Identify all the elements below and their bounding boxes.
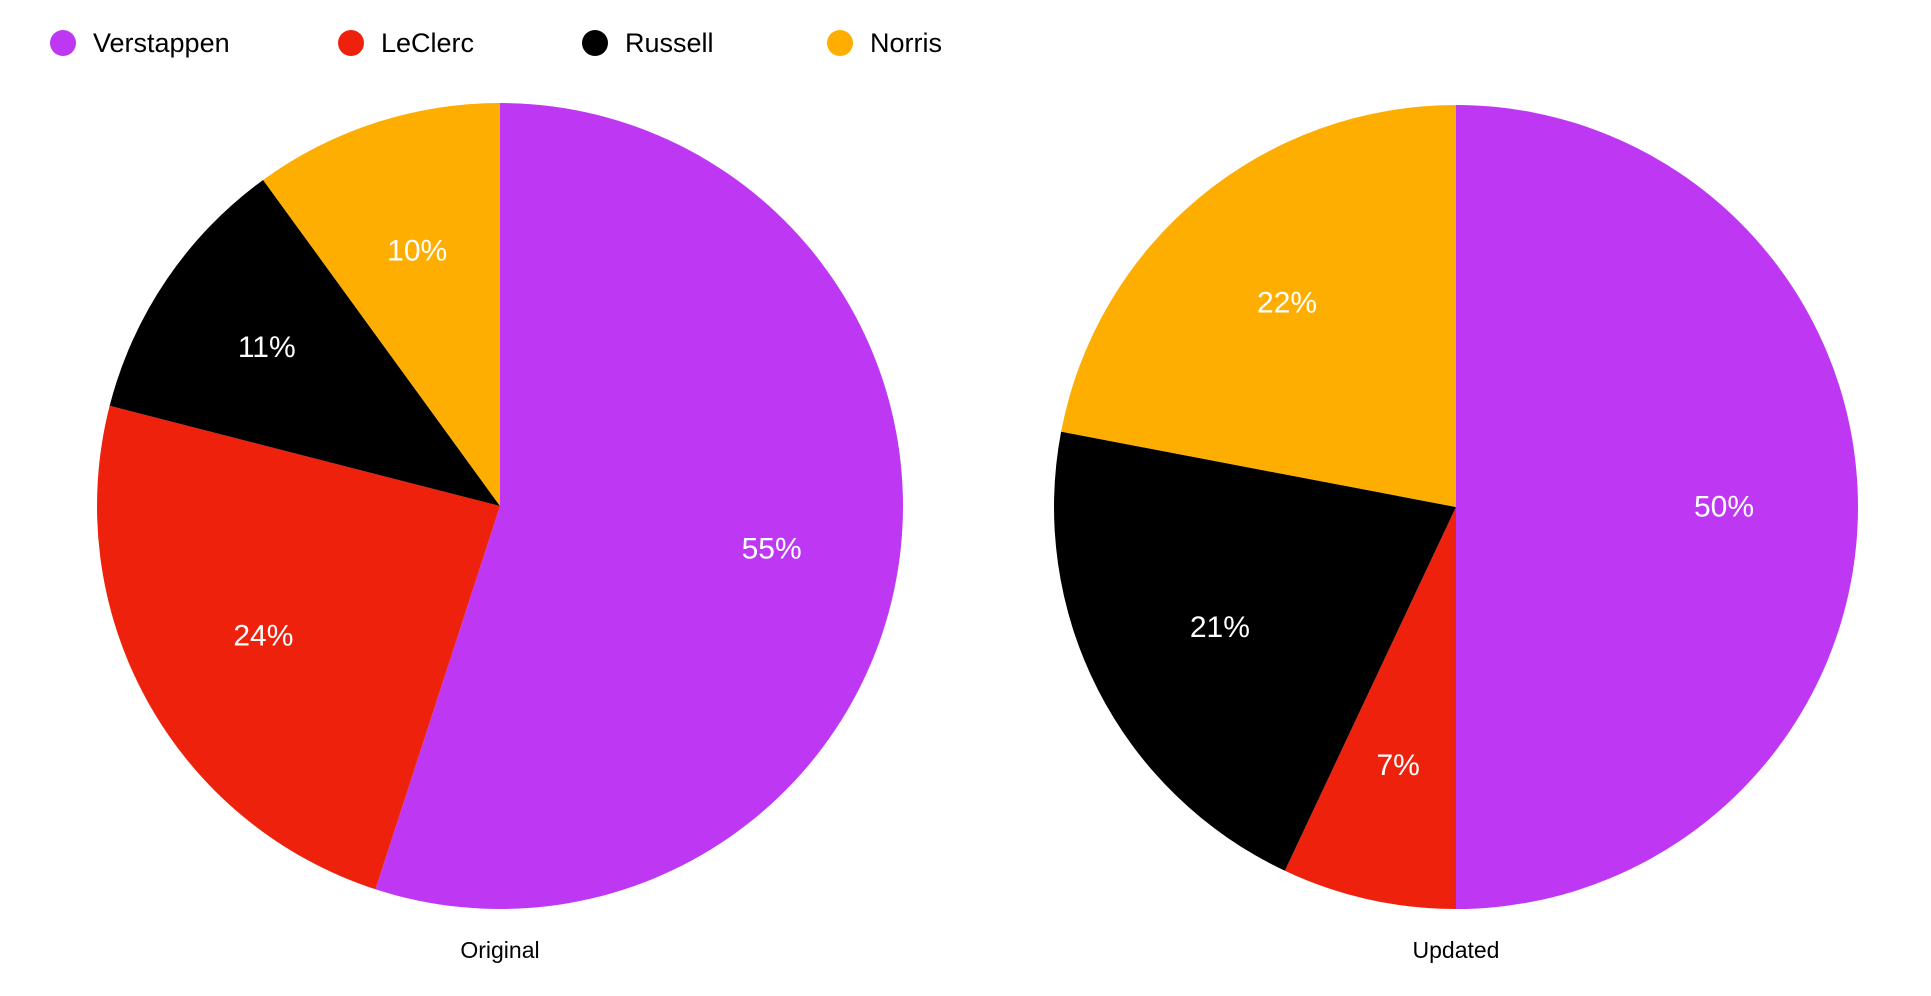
legend-marker-verstappen: [50, 30, 76, 56]
slice-verstappen: [375, 103, 904, 910]
slice-label-russell: 21%: [1190, 611, 1250, 644]
slice-norris: [1061, 105, 1456, 507]
slice-verstappen: [1456, 105, 1858, 909]
slice-leclerc: [1284, 507, 1456, 909]
chart-title: Updated: [1413, 937, 1500, 963]
slice-norris: [263, 103, 500, 506]
slice-label-leclerc: 7%: [1377, 749, 1420, 782]
legend: Verstappen LeClerc Russell Norris: [50, 28, 942, 58]
legend-marker-norris: [827, 30, 853, 56]
slice-label-russell: 11%: [238, 331, 296, 364]
chart-title: Original: [460, 937, 539, 963]
legend-marker-russell: [582, 30, 608, 56]
slice-russell: [109, 179, 501, 506]
pie-chart-updated: 50% 7% 21% 22% Updated: [1054, 105, 1858, 963]
slice-label-norris: 22%: [1257, 286, 1317, 319]
slice-label-leclerc: 24%: [233, 620, 293, 653]
slice-label-verstappen: 55%: [742, 533, 802, 566]
slice-leclerc: [96, 405, 501, 890]
legend-label-norris: Norris: [870, 28, 942, 58]
slice-label-verstappen: 50%: [1694, 491, 1754, 524]
slice-label-norris: 10%: [387, 235, 447, 268]
legend-marker-leclerc: [338, 30, 364, 56]
slice-russell: [1054, 431, 1456, 871]
legend-label-russell: Russell: [625, 28, 714, 58]
legend-label-verstappen: Verstappen: [93, 28, 230, 58]
pie-chart-original: 55% 24% 11% 10% Original: [96, 103, 904, 963]
legend-label-leclerc: LeClerc: [381, 28, 474, 58]
